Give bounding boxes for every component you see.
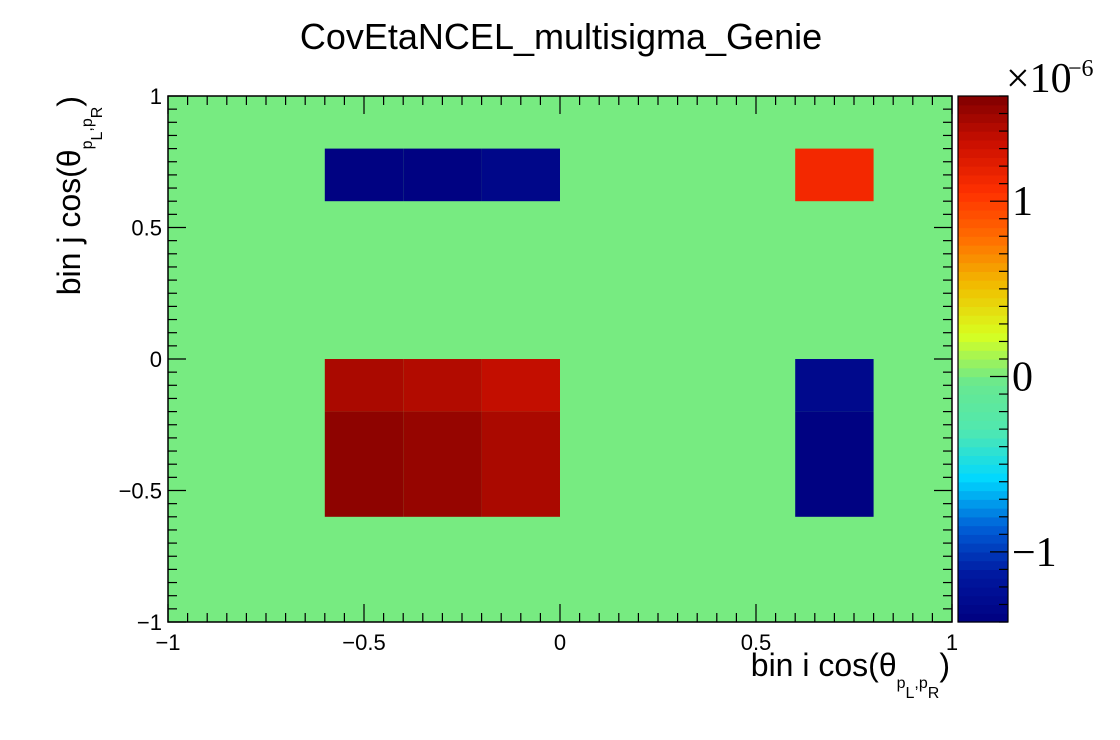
colorbar-segment <box>958 534 1008 544</box>
colorbar-segment <box>958 359 1008 369</box>
colorbar-segment <box>958 586 1008 597</box>
colorbar-segment <box>958 569 1008 579</box>
colorbar-segment <box>958 306 1008 316</box>
colorbar-segment <box>958 525 1008 535</box>
colorbar-segment <box>958 604 1008 614</box>
colorbar-segment <box>958 411 1008 421</box>
colorbar-segment <box>958 271 1008 281</box>
colorbar-segment <box>958 367 1008 378</box>
colorbar-segment <box>958 499 1008 509</box>
y-tick-label: −1 <box>137 610 162 635</box>
x-axis-label: bin i cos(θpL,pR) <box>751 647 950 702</box>
colorbar-segment <box>958 446 1008 457</box>
colorbar-segment <box>958 323 1008 334</box>
heatmap-cells <box>168 96 952 622</box>
colorbar-segment <box>958 455 1008 465</box>
colorbar-segment <box>958 174 1008 185</box>
colorbar-segment <box>958 376 1008 386</box>
heatmap-cell <box>324 148 404 202</box>
colorbar-segment <box>958 218 1008 229</box>
colorbar-segment <box>958 613 1008 623</box>
colorbar-segment <box>958 543 1008 553</box>
colorbar-segment <box>958 551 1008 562</box>
colorbar-segment <box>958 402 1008 413</box>
colorbar-segment <box>958 192 1008 202</box>
colorbar-segment <box>958 560 1008 570</box>
colorbar-segment <box>958 157 1008 167</box>
colorbar-segment <box>958 385 1008 395</box>
colorbar-segment <box>958 131 1008 141</box>
colorbar-segment <box>958 315 1008 325</box>
colorbar-segment <box>958 236 1008 246</box>
colorbar-segment <box>958 122 1008 132</box>
heatmap-cell <box>795 359 874 412</box>
colorbar-segment <box>958 394 1008 404</box>
heatmap-cell <box>481 359 560 412</box>
svg-text:bin j cos(θpL,pR): bin j cos(θpL,pR) <box>51 96 106 295</box>
heatmap-cell <box>795 411 874 517</box>
colorbar-segment <box>958 209 1008 220</box>
color-scale: −1 0 1 ×10−6 <box>957 56 1094 623</box>
x-tick-label: 0 <box>554 630 566 655</box>
colorbar-segment <box>958 516 1008 527</box>
colorbar-segment <box>958 96 1008 106</box>
y-tick-label: −0.5 <box>119 479 162 504</box>
colorbar-tick-label: −1 <box>1012 530 1057 576</box>
colorbar-segment <box>958 166 1008 176</box>
colorbar-segment <box>958 472 1008 483</box>
colorbar-exponent: ×10 <box>1006 56 1072 102</box>
colorbar-segment <box>958 332 1008 343</box>
heatmap-cell <box>403 411 482 517</box>
colorbar-segment <box>958 288 1008 299</box>
axis-ticks: −1 −0.5 0 0.5 1 −1 −0.5 0 0.5 1 <box>119 84 959 655</box>
colorbar-segment <box>958 253 1008 264</box>
heatmap-cell <box>481 411 560 517</box>
y-tick-label: 0.5 <box>131 216 162 241</box>
colorbar-segment <box>958 464 1008 474</box>
chart-title: CovEtaNCEL_multisigma_Genie <box>245 12 877 66</box>
colorbar-segment <box>958 148 1008 158</box>
x-tick-label: −1 <box>155 630 180 655</box>
colorbar-segment <box>958 297 1008 307</box>
y-axis-label: bin j cos(θpL,pR) <box>51 96 106 295</box>
x-tick-label: −0.5 <box>342 630 385 655</box>
colorbar-segment <box>958 490 1008 500</box>
colorbar-segment <box>958 595 1008 606</box>
colorbar-tick-label: 0 <box>1012 355 1033 401</box>
heatmap-cell <box>481 148 560 202</box>
colorbar-segment <box>958 429 1008 439</box>
svg-text:bin i cos(θpL,pR): bin i cos(θpL,pR) <box>751 647 950 702</box>
x-tick-label: 1 <box>946 630 958 655</box>
colorbar-segment <box>958 350 1008 360</box>
colorbar-segment <box>958 245 1008 255</box>
colorbar-segment <box>958 420 1008 430</box>
heatmap-cell <box>403 359 482 412</box>
heatmap-cell <box>403 148 482 202</box>
y-tick-label: 0 <box>150 347 162 372</box>
axis-labels: bin i cos(θpL,pR) bin j cos(θpL,pR) <box>51 96 950 702</box>
colorbar-segment <box>958 341 1008 351</box>
colorbar-segment <box>958 139 1008 150</box>
heatmap-cell <box>795 148 874 202</box>
colorbar-segment <box>958 227 1008 237</box>
colorbar-segment <box>958 113 1008 123</box>
colorbar-segment <box>958 578 1008 588</box>
colorbar-segment <box>958 183 1008 194</box>
colorbar-segment <box>958 437 1008 448</box>
heatmap-cell <box>324 411 404 517</box>
colorbar-tick-label: 1 <box>1012 179 1033 225</box>
y-tick-label: 1 <box>150 84 162 109</box>
colorbar-segment <box>958 481 1008 492</box>
colorbar-segment <box>958 508 1008 518</box>
colorbar-exponent-power: −6 <box>1068 56 1094 82</box>
colorbar-segment <box>958 201 1008 211</box>
heatmap-cell <box>324 359 404 412</box>
colorbar-segment <box>958 104 1008 115</box>
colorbar-segment <box>958 262 1008 272</box>
x-tick-label: 0.5 <box>741 630 772 655</box>
colorbar-segment <box>958 280 1008 290</box>
